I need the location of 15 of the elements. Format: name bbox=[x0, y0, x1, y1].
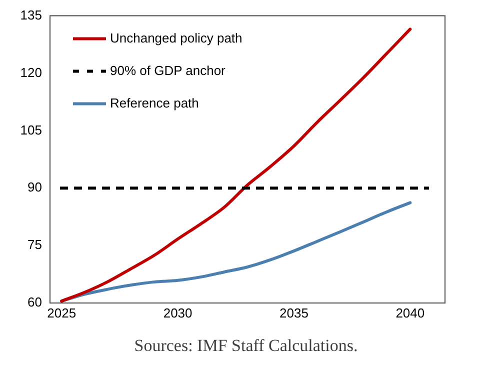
x-tick-label: 2030 bbox=[163, 305, 192, 320]
x-tick-label: 2025 bbox=[47, 305, 76, 320]
y-tick-label: 60 bbox=[28, 294, 42, 310]
y-tick-label: 105 bbox=[20, 122, 42, 138]
y-tick-label: 90 bbox=[28, 180, 42, 195]
x-tick-label: 2040 bbox=[396, 305, 425, 320]
line-series bbox=[60, 28, 412, 303]
y-tick-label: 120 bbox=[20, 64, 42, 80]
legend-label: Unchanged policy path bbox=[110, 30, 242, 46]
legend-label: 90% of GDP anchor bbox=[110, 62, 226, 78]
y-tick-label: 135 bbox=[20, 7, 42, 22]
legend-label: Reference path bbox=[110, 95, 199, 110]
y-tick-label: 75 bbox=[28, 237, 42, 252]
source-note: Sources: IMF Staff Calculations. bbox=[133, 336, 359, 356]
x-tick-label: 2035 bbox=[280, 305, 308, 320]
